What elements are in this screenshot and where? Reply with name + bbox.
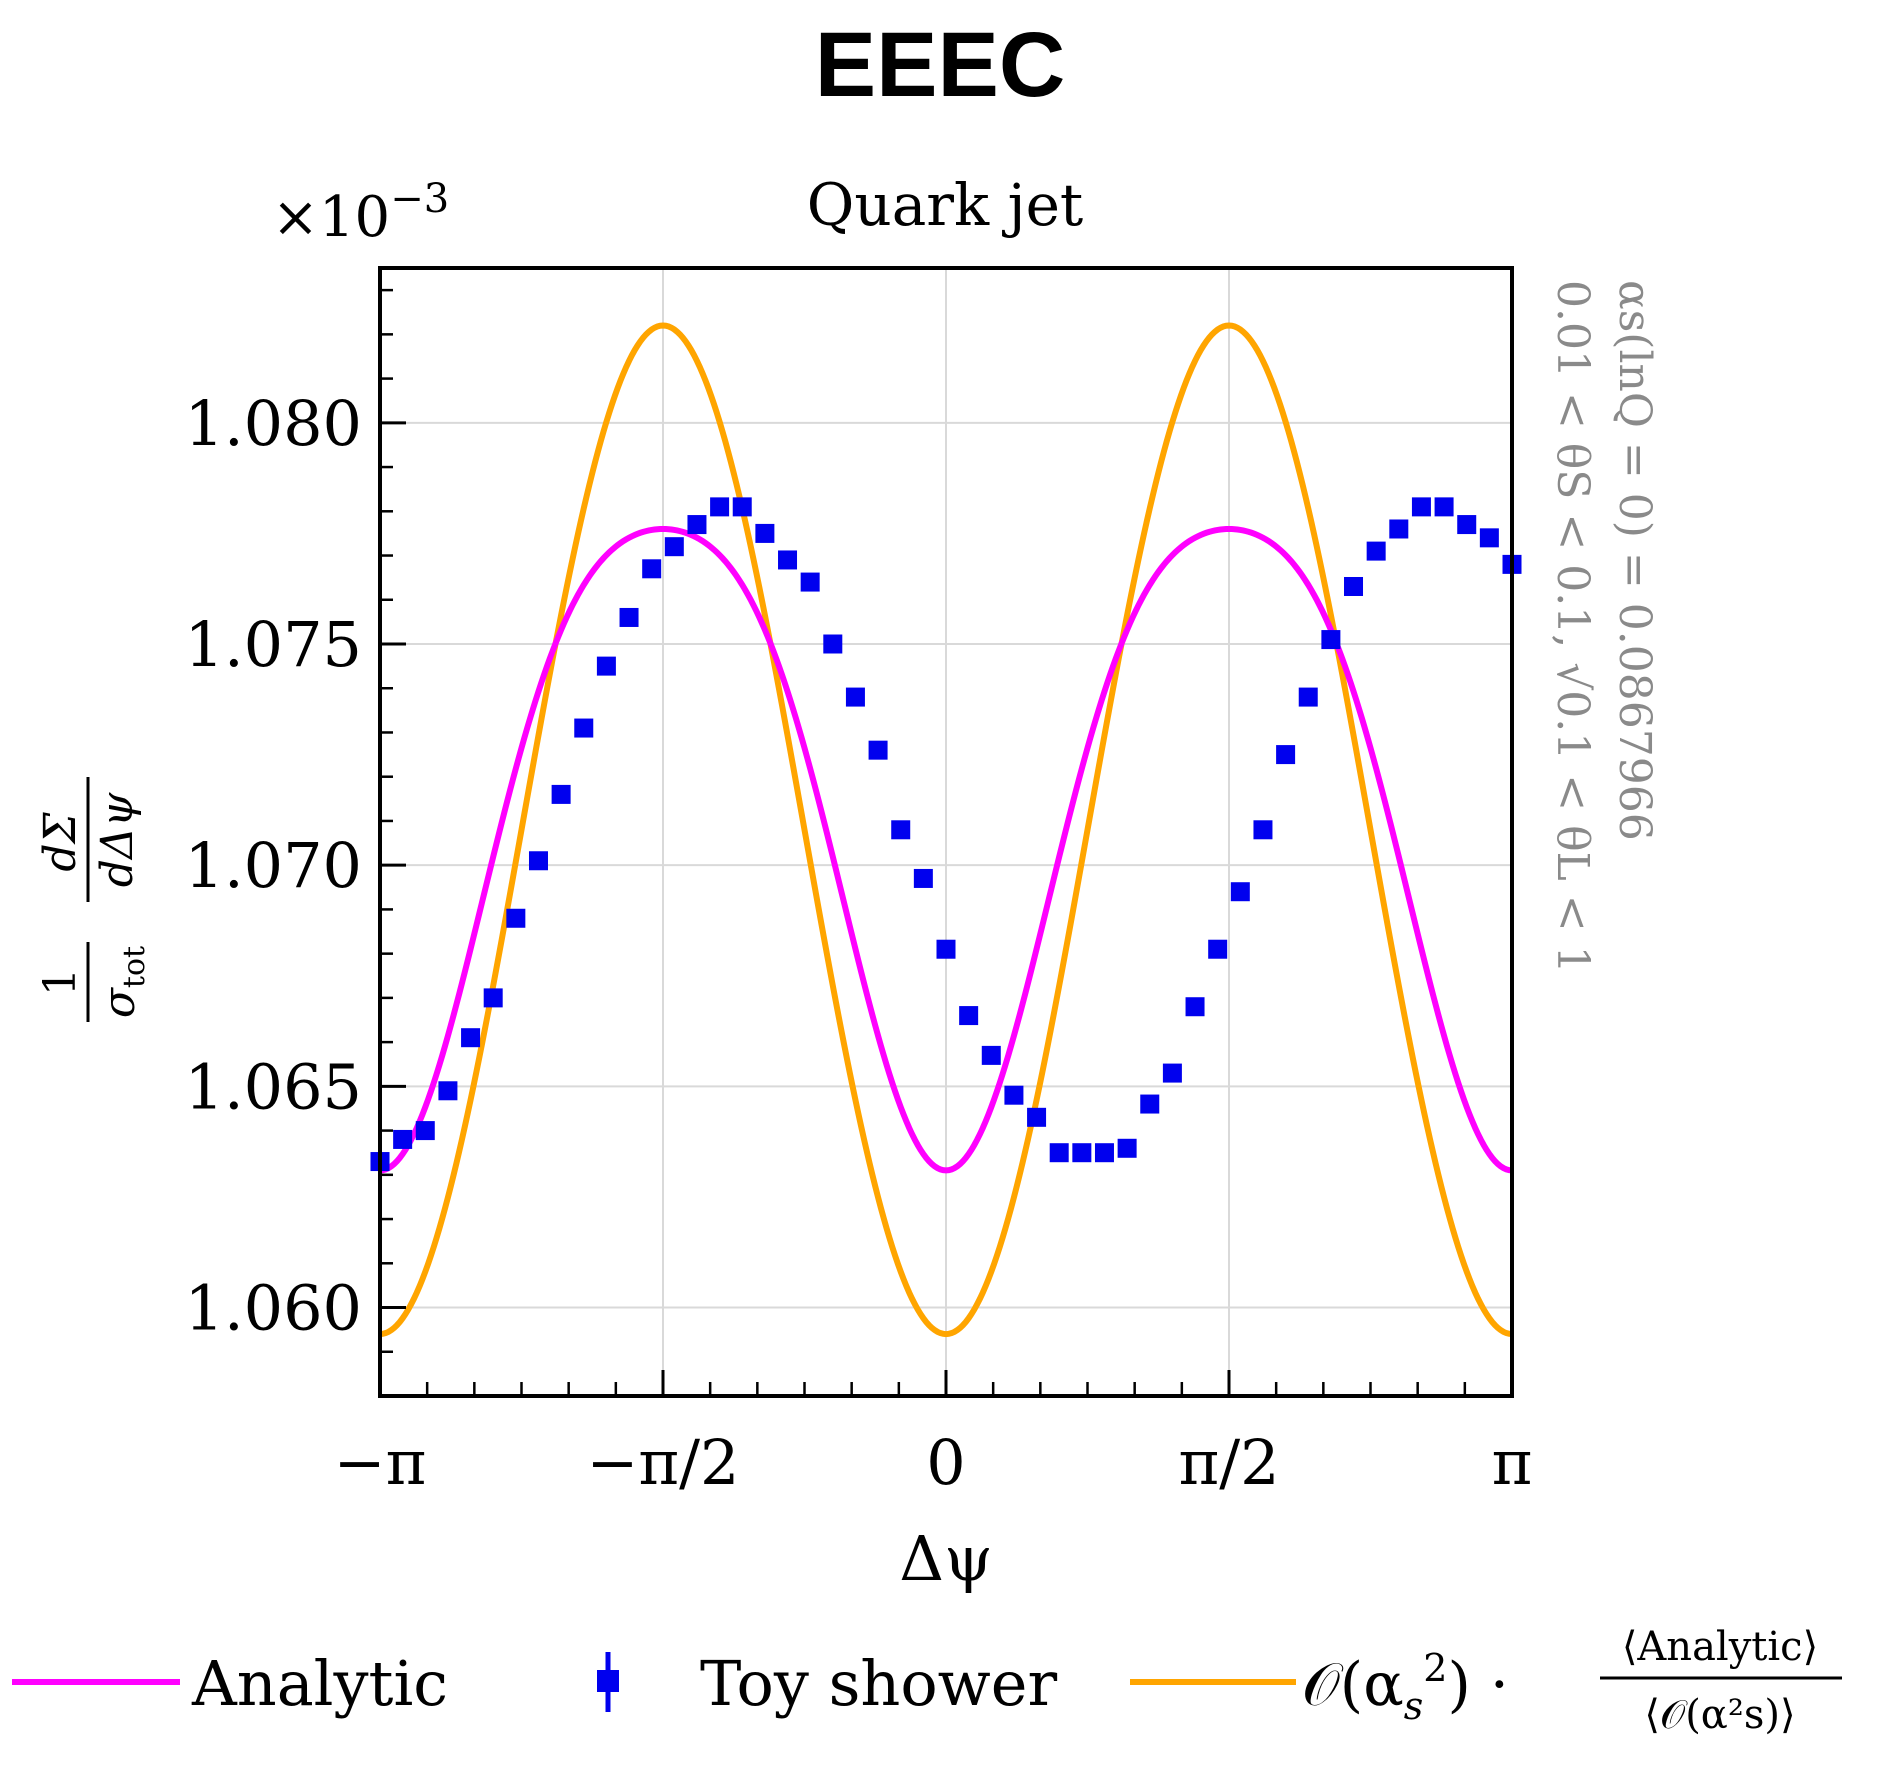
toy-shower-point xyxy=(801,573,820,592)
toy-shower-point xyxy=(1457,515,1476,534)
legend-orange-label: 𝒪(αs2) · xyxy=(1302,1646,1509,1728)
y-tick-label: 1.080 xyxy=(185,387,363,460)
y-label-prefix-num: 1 xyxy=(35,968,86,996)
toy-shower-point xyxy=(1276,745,1295,764)
toy-shower-point xyxy=(484,988,503,1007)
toy-shower-point xyxy=(597,657,616,676)
y-tick-label: 1.065 xyxy=(185,1050,363,1123)
toy-shower-point xyxy=(1435,497,1454,516)
plot-title: Quark jet xyxy=(807,171,1083,239)
toy-shower-point xyxy=(1321,630,1340,649)
toy-shower-point xyxy=(1344,577,1363,596)
legend-toy-label: Toy shower xyxy=(700,1647,1057,1720)
x-tick-label: π xyxy=(1492,1426,1533,1499)
legend-toy-marker xyxy=(597,1670,619,1692)
toy-shower-point xyxy=(710,497,729,516)
toy-shower-point xyxy=(416,1121,435,1140)
toy-shower-point xyxy=(1389,519,1408,538)
x-tick-labels: −π −π/2 0 π/2 π xyxy=(334,1426,1533,1499)
toy-shower-point xyxy=(1004,1086,1023,1105)
toy-shower-point xyxy=(1072,1143,1091,1162)
y-multiplier: ×10−3 xyxy=(272,176,449,250)
y-tick-labels: 1.060 1.065 1.070 1.075 1.080 xyxy=(185,387,363,1345)
legend-orange-frac-num: ⟨Analytic⟩ xyxy=(1622,1624,1818,1670)
toy-shower-point xyxy=(1140,1095,1159,1114)
y-tick-label: 1.070 xyxy=(185,829,363,902)
toy-shower-point xyxy=(755,524,774,543)
y-axis-label: 1 σtot dΣ dΔψ xyxy=(35,777,152,1022)
toy-shower-point xyxy=(1186,997,1205,1016)
legend: Analytic Toy shower 𝒪(αs2) · ⟨Analytic⟩ … xyxy=(12,1624,1842,1738)
legend-analytic-label: Analytic xyxy=(191,1647,448,1720)
x-axis-label: Δψ xyxy=(899,1522,992,1595)
toy-shower-point xyxy=(1231,882,1250,901)
toy-shower-point xyxy=(642,559,661,578)
x-tick-label: −π xyxy=(334,1426,427,1499)
y-label-prefix-den: σtot xyxy=(94,946,152,1018)
toy-shower-point xyxy=(869,741,888,760)
toy-shower-point xyxy=(891,820,910,839)
x-tick-label: −π/2 xyxy=(586,1426,739,1499)
toy-shower-point xyxy=(1027,1108,1046,1127)
y-tick-label: 1.060 xyxy=(185,1272,363,1345)
y-label-frac-num: dΣ xyxy=(35,811,86,871)
toy-shower-point xyxy=(506,909,525,928)
toy-shower-point xyxy=(461,1028,480,1047)
toy-shower-point xyxy=(914,869,933,888)
toy-shower-point xyxy=(1050,1143,1069,1162)
toy-shower-point xyxy=(1163,1064,1182,1083)
toy-shower-point xyxy=(823,635,842,654)
toy-shower-point xyxy=(1095,1143,1114,1162)
toy-shower-point xyxy=(1253,820,1272,839)
toy-shower-point xyxy=(620,608,639,627)
toy-shower-point xyxy=(552,785,571,804)
toy-shower-point xyxy=(393,1130,412,1149)
legend-orange-frac-den: ⟨𝒪(α²s)⟩ xyxy=(1644,1692,1795,1738)
y-label-frac-den: dΔψ xyxy=(92,792,143,887)
toy-shower-point xyxy=(529,851,548,870)
toy-shower-point xyxy=(1480,528,1499,547)
figure-title: EEEC xyxy=(815,14,1066,116)
y-tick-label: 1.075 xyxy=(185,608,363,681)
toy-shower-point xyxy=(733,497,752,516)
toy-shower-point xyxy=(1118,1139,1137,1158)
grid-lines xyxy=(380,268,1512,1396)
toy-shower-point xyxy=(1299,688,1318,707)
toy-shower-point xyxy=(959,1006,978,1025)
toy-shower-point xyxy=(574,719,593,738)
toy-shower-point xyxy=(982,1046,1001,1065)
toy-shower-point xyxy=(1412,497,1431,516)
toy-shower-point xyxy=(1208,940,1227,959)
x-tick-label: 0 xyxy=(926,1426,965,1499)
toy-shower-point xyxy=(665,537,684,556)
side-annotation-line1: αs(lnQ = 0) = 0.0867966 xyxy=(1609,280,1660,841)
x-tick-label: π/2 xyxy=(1178,1426,1279,1499)
toy-shower-point xyxy=(438,1081,457,1100)
toy-shower-point xyxy=(846,688,865,707)
toy-shower-point xyxy=(1367,542,1386,561)
toy-shower-point xyxy=(937,940,956,959)
side-annotation-line2: 0.01 < θS < 0.1, √0.1 < θL < 1 xyxy=(1547,280,1598,974)
toy-shower-point xyxy=(687,515,706,534)
toy-shower-point xyxy=(778,550,797,569)
side-annotation: αs(lnQ = 0) = 0.0867966 0.01 < θS < 0.1,… xyxy=(1547,280,1660,974)
